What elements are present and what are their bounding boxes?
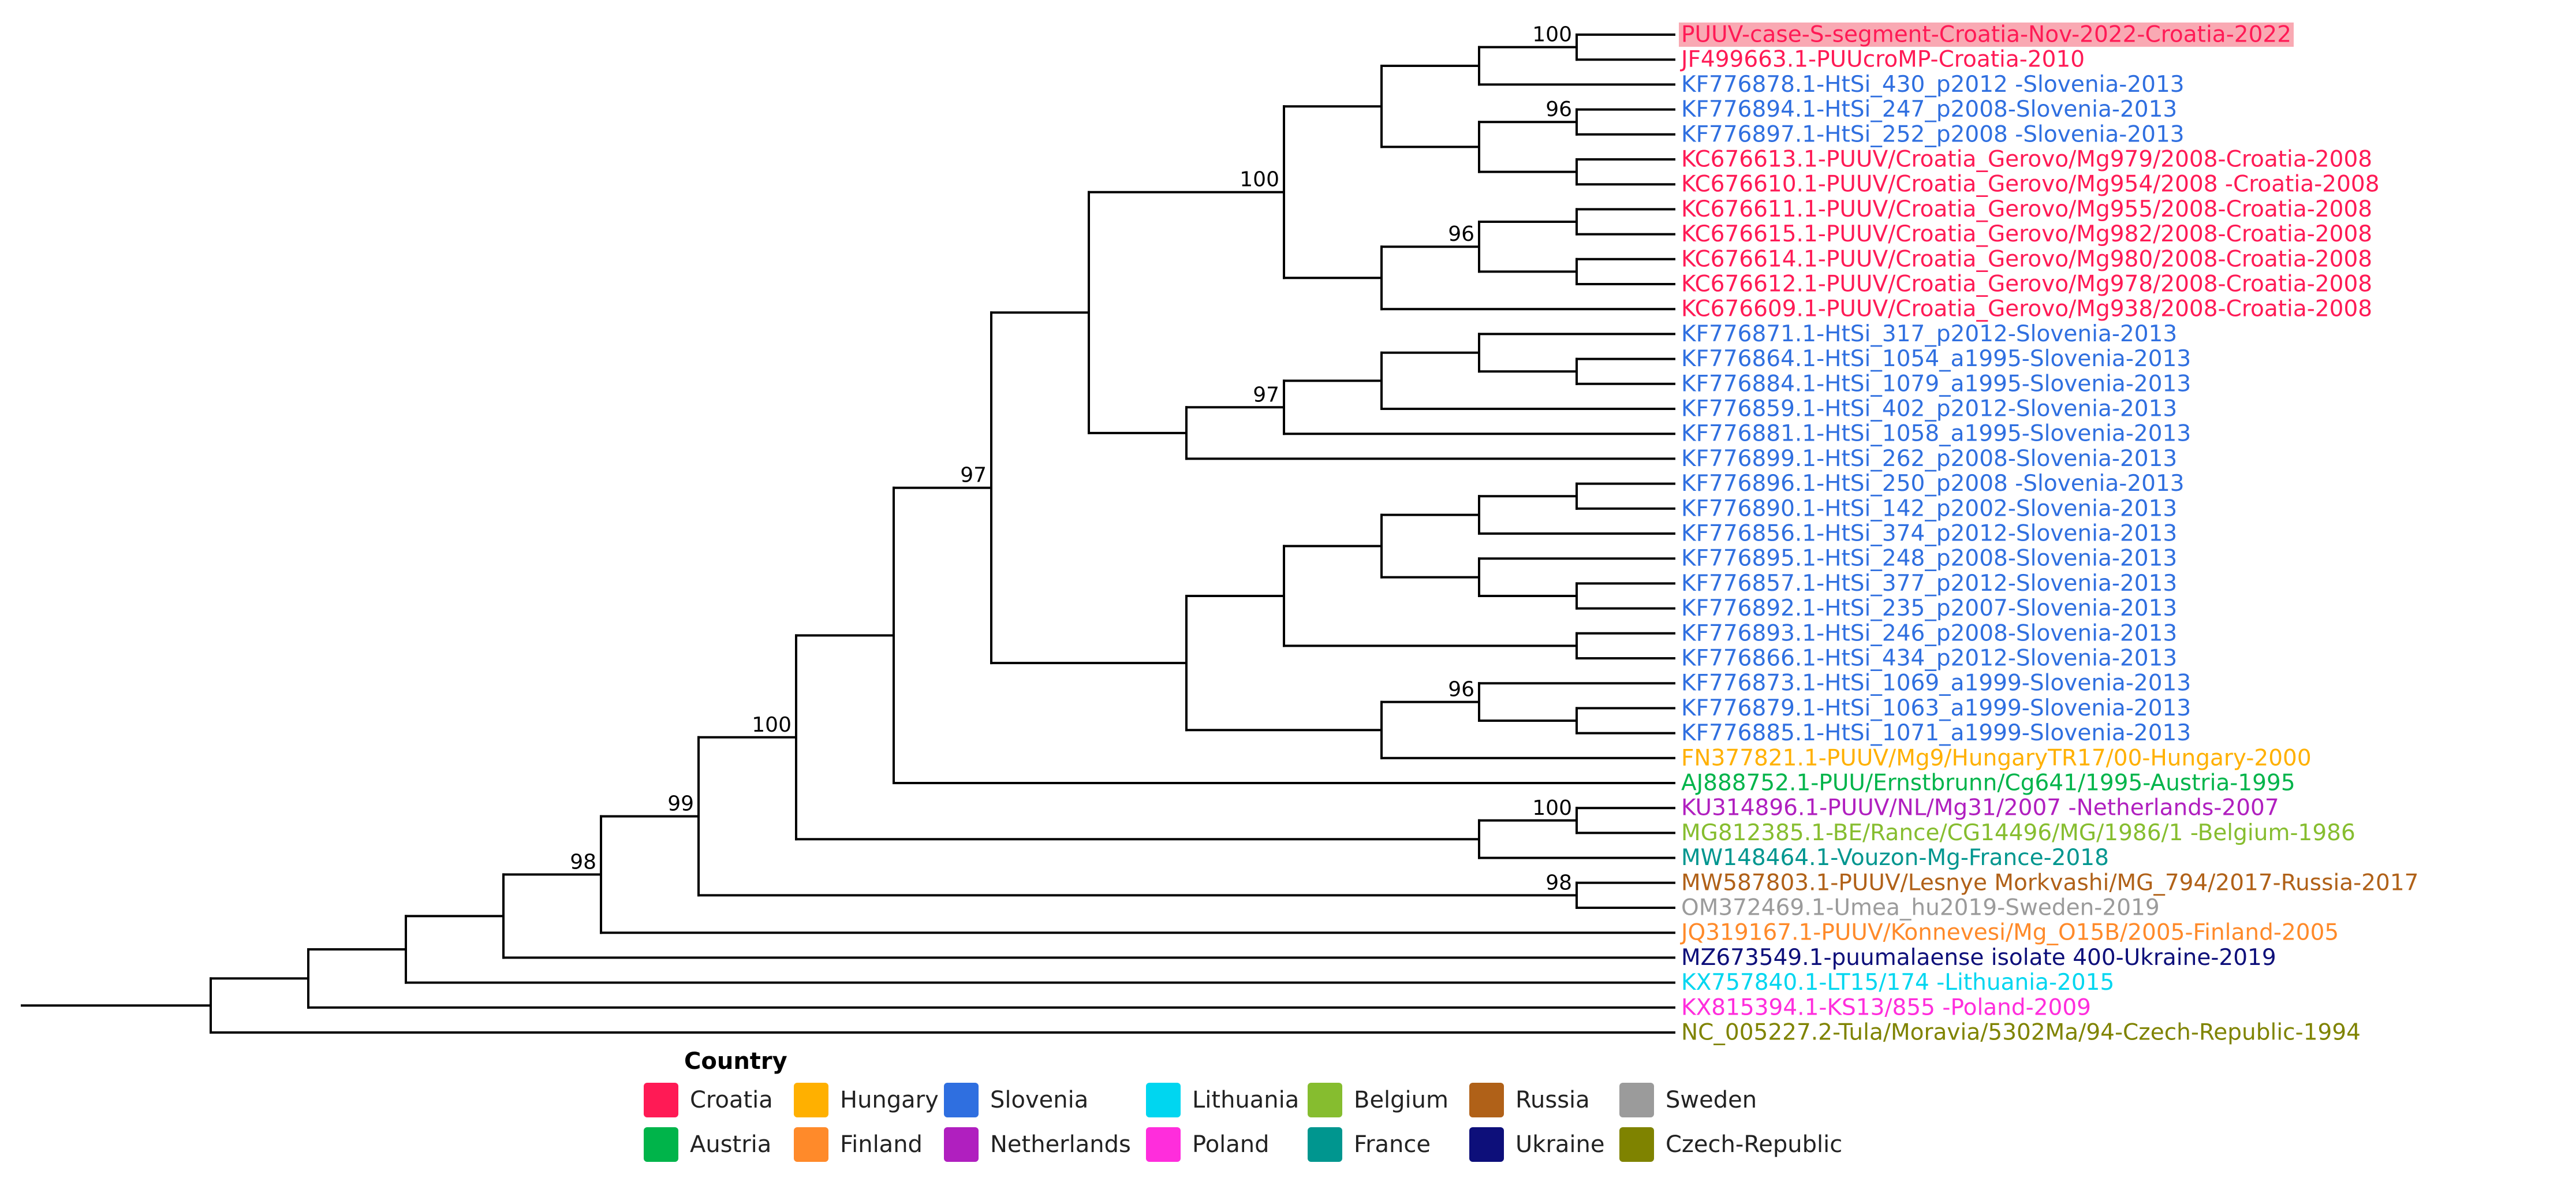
leaf-label: OM372469.1-Umea_hu2019-Sweden-2019: [1681, 895, 2160, 921]
legend-item-ukraine: Ukraine: [1469, 1127, 1604, 1162]
legend-item-france: France: [1308, 1127, 1431, 1162]
legend-swatch: [644, 1127, 678, 1162]
leaf-label: KF776878.1-HtSi_430_p2012 -Slovenia-2013: [1681, 72, 2185, 98]
bootstrap-value: 100: [1532, 23, 1572, 47]
phylogenetic-tree: 100 96 96 100 97 96 97 100 100 98 99 98 PUUV-case-S-…: [21, 22, 2419, 1046]
legend-item-russia: Russia: [1469, 1083, 1590, 1117]
bootstrap-value: 100: [752, 713, 792, 737]
legend-label: Sweden: [1666, 1087, 1757, 1113]
leaf-label: KF776873.1-HtSi_1069_a1999-Slovenia-2013: [1681, 670, 2191, 696]
leaf-label: KF776871.1-HtSi_317_p2012-Slovenia-2013: [1681, 321, 2177, 347]
legend-swatch: [794, 1127, 828, 1162]
bootstrap-value: 96: [1448, 678, 1474, 702]
leaf-label: KF776893.1-HtSi_246_p2008-Slovenia-2013: [1681, 620, 2177, 646]
leaf-label: KC676611.1-PUUV/Croatia_Gerovo/Mg955/200…: [1681, 196, 2372, 222]
legend-item-sweden: Sweden: [1619, 1083, 1757, 1117]
leaf-label: KF776859.1-HtSi_402_p2012-Slovenia-2013: [1681, 396, 2177, 422]
legend-label: Lithuania: [1192, 1087, 1300, 1113]
leaf-label: KF776896.1-HtSi_250_p2008 -Slovenia-2013: [1681, 471, 2185, 497]
legend-label: Czech-Republic: [1666, 1131, 1843, 1158]
legend-label: France: [1354, 1131, 1431, 1158]
bootstrap-value: 100: [1532, 796, 1572, 820]
leaf-label: KF776866.1-HtSi_434_p2012-Slovenia-2013: [1681, 646, 2177, 672]
leaf-label: KF776885.1-HtSi_1071_a1999-Slovenia-2013: [1681, 720, 2191, 746]
bootstrap-value: 97: [960, 464, 987, 487]
leaf-label: KC676615.1-PUUV/Croatia_Gerovo/Mg982/200…: [1681, 221, 2372, 247]
leaf-label: MW587803.1-PUUV/Lesnye Morkvashi/MG_794/…: [1681, 870, 2419, 896]
legend-swatch: [1146, 1083, 1181, 1117]
leaf-label: KC676613.1-PUUV/Croatia_Gerovo/Mg979/200…: [1681, 147, 2372, 173]
leaf-label: MZ673549.1-puumalaense isolate 400-Ukrai…: [1681, 945, 2276, 971]
legend-label: Austria: [690, 1131, 772, 1158]
legend-label: Belgium: [1354, 1087, 1448, 1113]
legend-swatch: [1619, 1083, 1654, 1117]
leaf-label: KF776897.1-HtSi_252_p2008 -Slovenia-2013: [1681, 121, 2185, 147]
leaf-label: KF776890.1-HtSi_142_p2002-Slovenia-2013: [1681, 495, 2177, 521]
legend-item-hungary: Hungary: [794, 1083, 939, 1117]
legend-label: Slovenia: [990, 1087, 1089, 1113]
legend-swatch: [644, 1083, 678, 1117]
leaf-label: KC676614.1-PUUV/Croatia_Gerovo/Mg980/200…: [1681, 246, 2372, 272]
leaf-label: MW148464.1-Vouzon-Mg-France-2018: [1681, 845, 2109, 871]
legend-item-belgium: Belgium: [1308, 1083, 1448, 1117]
leaf-label: KX757840.1-LT15/174 -Lithuania-2015: [1681, 970, 2114, 996]
legend-label: Hungary: [840, 1087, 939, 1113]
leaf-label: KC676609.1-PUUV/Croatia_Gerovo/Mg938/200…: [1681, 296, 2372, 322]
leaf-label: KF776879.1-HtSi_1063_a1999-Slovenia-2013: [1681, 695, 2191, 721]
legend-item-poland: Poland: [1146, 1127, 1270, 1162]
leaf-label: KU314896.1-PUUV/NL/Mg31/2007 -Netherland…: [1681, 795, 2279, 821]
legend-label: Croatia: [690, 1087, 773, 1113]
legend-swatch: [1146, 1127, 1181, 1162]
leaf-label: KF776857.1-HtSi_377_p2012-Slovenia-2013: [1681, 571, 2177, 597]
legend-title: Country: [684, 1048, 787, 1075]
leaf-label: KF776892.1-HtSi_235_p2007-Slovenia-2013: [1681, 595, 2177, 621]
leaf-label: KC676612.1-PUUV/Croatia_Gerovo/Mg978/200…: [1681, 271, 2372, 297]
bootstrap-value: 98: [1545, 871, 1572, 894]
legend-swatch: [944, 1127, 979, 1162]
legend-item-austria: Austria: [644, 1127, 771, 1162]
leaf-label: KC676610.1-PUUV/Croatia_Gerovo/Mg954/200…: [1681, 172, 2380, 197]
leaf-label: JF499663.1-PUUcroMP-Croatia-2010: [1679, 47, 2085, 73]
leaf-label: KF776864.1-HtSi_1054_a1995-Slovenia-2013: [1681, 346, 2191, 372]
legend-label: Finland: [840, 1131, 923, 1158]
leaf-label: KF776881.1-HtSi_1058_a1995-Slovenia-2013: [1681, 421, 2191, 447]
leaf-label: KX815394.1-KS13/855 -Poland-2009: [1681, 994, 2091, 1020]
leaf-label: KF776899.1-HtSi_262_p2008-Slovenia-2013: [1681, 446, 2177, 472]
bootstrap-value: 100: [1240, 168, 1279, 192]
legend-label: Poland: [1192, 1131, 1270, 1158]
legend-swatch: [944, 1083, 979, 1117]
leaf-label: KF776895.1-HtSi_248_p2008-Slovenia-2013: [1681, 546, 2177, 572]
legend-swatch: [1308, 1127, 1342, 1162]
leaf-label: MG812385.1-BE/Rance/CG14496/MG/1986/1 -B…: [1681, 820, 2355, 846]
legend-swatch: [794, 1083, 828, 1117]
bootstrap-value: 99: [667, 792, 694, 816]
bootstrap-value: 97: [1253, 383, 1279, 407]
leaf-label: KF776856.1-HtSi_374_p2012-Slovenia-2013: [1681, 521, 2177, 547]
leaf-label: JQ319167.1-PUUV/Konnevesi/Mg_O15B/2005-F…: [1679, 920, 2339, 946]
bootstrap-value: 98: [570, 850, 596, 874]
leaf-highlight: [1679, 23, 2294, 47]
legend-label: Russia: [1515, 1087, 1590, 1113]
legend-swatch: [1619, 1127, 1654, 1162]
leaf-label: NC_005227.2-Tula/Moravia/5302Ma/94-Czech…: [1681, 1020, 2361, 1046]
leaf-label: KF776894.1-HtSi_247_p2008-Slovenia-2013: [1681, 96, 2177, 122]
bootstrap-value: 96: [1545, 98, 1572, 121]
legend-item-netherlands: Netherlands: [944, 1127, 1131, 1162]
legend-item-lithuania: Lithuania: [1146, 1083, 1299, 1117]
legend-label: Ukraine: [1515, 1131, 1605, 1158]
leaf-label: FN377821.1-PUUV/Mg9/HungaryTR17/00-Hunga…: [1681, 745, 2312, 771]
legend-swatch: [1469, 1083, 1504, 1117]
legend-item-czech-republic: Czech-Republic: [1619, 1127, 1842, 1162]
legend-swatch: [1469, 1127, 1504, 1162]
leaf-label: KF776884.1-HtSi_1079_a1995-Slovenia-2013: [1681, 371, 2191, 397]
legend-swatch: [1308, 1083, 1342, 1117]
legend-item-finland: Finland: [794, 1127, 923, 1162]
bootstrap-value: 96: [1448, 222, 1474, 246]
legend-label: Netherlands: [990, 1131, 1131, 1158]
leaf-label: PUUV-case-S-segment-Croatia-Nov-2022-Cro…: [1681, 22, 2291, 48]
legend-item-slovenia: Slovenia: [944, 1083, 1088, 1117]
leaf-label: AJ888752.1-PUU/Ernstbrunn/Cg641/1995-Aus…: [1681, 770, 2295, 796]
legend-item-croatia: Croatia: [644, 1083, 773, 1117]
